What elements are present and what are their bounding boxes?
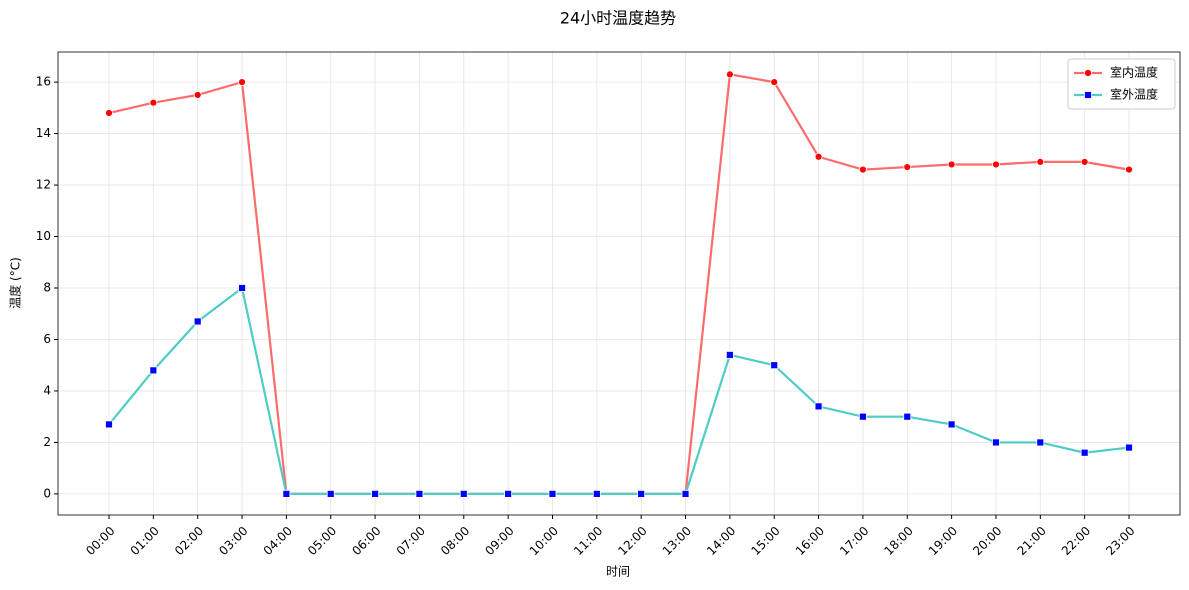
x-tick-label: 22:00 xyxy=(1059,524,1093,558)
x-tick-label: 21:00 xyxy=(1015,524,1049,558)
marker xyxy=(725,70,734,79)
marker xyxy=(238,284,246,292)
marker xyxy=(681,489,690,498)
marker xyxy=(504,489,513,498)
marker xyxy=(814,402,823,411)
legend-box xyxy=(1067,58,1176,110)
x-tick-label: 13:00 xyxy=(660,524,694,558)
plot-frame xyxy=(57,51,1181,516)
marker xyxy=(1036,438,1045,447)
marker xyxy=(725,351,734,359)
y-tick-label: 16 xyxy=(36,75,51,89)
marker xyxy=(1036,157,1045,166)
x-tick-label: 04:00 xyxy=(261,524,295,558)
y-tick-label: 12 xyxy=(36,178,51,192)
y-tick-label: 10 xyxy=(36,229,51,243)
marker xyxy=(992,160,1000,169)
marker xyxy=(1084,69,1092,77)
marker xyxy=(903,412,912,421)
x-tick-label: 18:00 xyxy=(881,524,915,558)
marker xyxy=(1125,443,1133,452)
series-line xyxy=(108,73,1130,495)
x-tick-label: 10:00 xyxy=(527,524,561,558)
marker xyxy=(105,109,113,117)
marker xyxy=(149,98,158,107)
x-tick-label: 15:00 xyxy=(748,524,782,558)
x-tick-label: 02:00 xyxy=(172,524,206,558)
x-tick-label: 07:00 xyxy=(394,524,428,558)
y-tick-label: 2 xyxy=(43,435,51,449)
x-tick-label: 00:00 xyxy=(83,524,117,558)
marker xyxy=(415,489,424,498)
legend-label: 室内温度 xyxy=(1110,65,1158,80)
x-tick-label: 09:00 xyxy=(482,524,516,558)
marker xyxy=(193,317,202,326)
marker xyxy=(1080,448,1089,457)
marker xyxy=(1084,91,1092,99)
x-tick-label: 14:00 xyxy=(704,524,738,558)
x-tick-label: 19:00 xyxy=(926,524,960,558)
marker xyxy=(947,420,956,429)
x-axis-label: 时间 xyxy=(606,565,630,579)
x-tick-label: 23:00 xyxy=(1103,524,1137,558)
x-tick-label: 03:00 xyxy=(216,524,250,558)
marker xyxy=(371,489,379,498)
marker xyxy=(105,420,113,429)
marker xyxy=(903,163,912,171)
x-tick-label: 11:00 xyxy=(571,524,605,558)
marker xyxy=(1125,165,1133,174)
marker xyxy=(992,438,1000,447)
marker xyxy=(770,78,779,87)
marker xyxy=(814,152,823,161)
marker xyxy=(548,489,557,498)
x-tick-label: 17:00 xyxy=(837,524,871,558)
y-tick-label: 4 xyxy=(43,383,51,397)
x-tick-label: 12:00 xyxy=(615,524,649,558)
marker xyxy=(859,412,867,421)
x-tick-label: 08:00 xyxy=(438,524,472,558)
marker xyxy=(193,91,202,99)
marker xyxy=(1080,157,1089,166)
marker xyxy=(149,366,158,375)
marker xyxy=(326,489,335,498)
x-tick-label: 05:00 xyxy=(305,524,339,558)
y-axis-label: 温度 (°C) xyxy=(8,257,23,309)
marker xyxy=(238,78,246,87)
series-line xyxy=(108,286,1130,495)
marker xyxy=(459,489,468,498)
chart-title: 24小时温度趋势 xyxy=(560,9,676,28)
y-tick-label: 8 xyxy=(43,281,51,295)
marker xyxy=(859,165,867,174)
marker xyxy=(947,160,956,169)
y-tick-label: 6 xyxy=(43,332,51,346)
y-tick-label: 14 xyxy=(36,126,51,140)
x-tick-label: 20:00 xyxy=(970,524,1004,558)
marker xyxy=(770,361,779,370)
marker xyxy=(637,489,646,498)
x-tick-label: 01:00 xyxy=(128,524,162,558)
y-tick-label: 0 xyxy=(43,486,51,500)
marker xyxy=(592,489,601,498)
x-tick-label: 06:00 xyxy=(349,524,383,558)
legend-label: 室外温度 xyxy=(1110,87,1158,102)
x-tick-label: 16:00 xyxy=(793,524,827,558)
marker xyxy=(282,489,291,498)
